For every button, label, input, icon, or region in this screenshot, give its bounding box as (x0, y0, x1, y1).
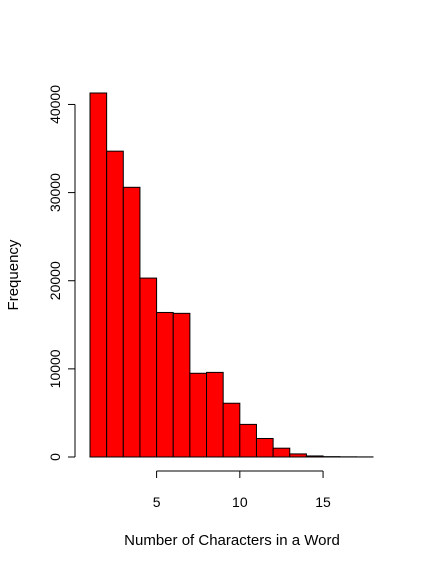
histogram-bar (255, 437, 274, 458)
x-tick-label: 15 (315, 494, 331, 510)
y-axis: 0 10000 20000 30000 40000 (47, 85, 76, 461)
bars-group (89, 92, 374, 458)
y-tick-label: 10000 (47, 349, 63, 388)
histogram-bar (239, 423, 257, 458)
histogram-bar (206, 371, 224, 458)
histogram-bar (106, 150, 124, 458)
histogram-bar (89, 92, 108, 458)
x-tick-label: 10 (232, 494, 248, 510)
y-tick-label: 40000 (47, 85, 63, 124)
x-tick-label: 5 (153, 494, 161, 510)
y-tick-label: 0 (47, 453, 63, 461)
histogram-bar (122, 186, 141, 458)
histogram-bar (189, 372, 208, 458)
histogram-bar (272, 447, 291, 458)
histogram-bar (156, 311, 174, 458)
histogram-bar (305, 455, 324, 458)
x-axis-title: Number of Characters in a Word (124, 532, 340, 549)
histogram-bar (222, 402, 241, 458)
x-axis: 5 10 15 (153, 470, 331, 510)
histogram-bar (289, 453, 307, 458)
y-tick-label: 30000 (47, 173, 63, 212)
histogram-bar (172, 312, 191, 458)
y-axis-title: Frequency (5, 239, 22, 310)
histogram-bar (139, 277, 158, 458)
y-tick-label: 20000 (47, 261, 63, 300)
